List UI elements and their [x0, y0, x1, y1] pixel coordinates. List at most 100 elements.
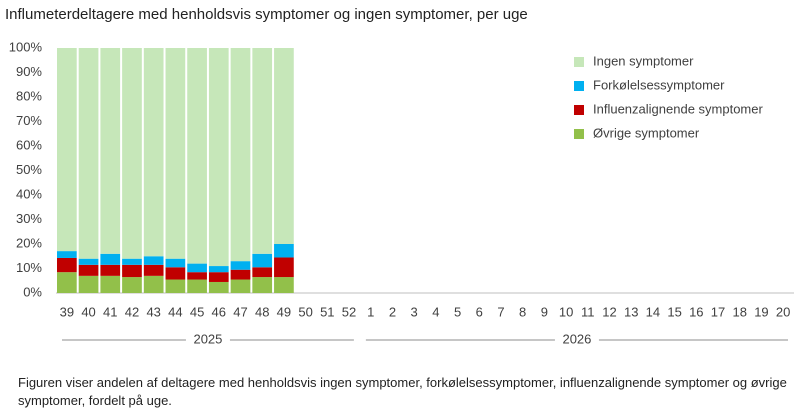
x-tick-label: 6 [476, 304, 483, 319]
bar-segment [208, 281, 229, 293]
x-tick-label: 4 [432, 304, 439, 319]
y-tick-label: 100% [9, 39, 43, 54]
x-tick-label: 5 [454, 304, 461, 319]
legend-swatch [574, 105, 584, 115]
y-tick-label: 50% [16, 162, 42, 177]
bar-segment [57, 272, 77, 293]
x-tick-label: 39 [60, 304, 74, 319]
x-tick-label: 8 [519, 304, 526, 319]
x-tick-label: 19 [754, 304, 768, 319]
y-tick-label: 0% [23, 284, 42, 299]
x-tick-label: 44 [168, 304, 182, 319]
x-tick-label: 45 [190, 304, 204, 319]
bar-segment [187, 263, 207, 273]
bar-segment [78, 275, 99, 293]
bar-segment [208, 272, 229, 282]
x-tick-label: 14 [646, 304, 660, 319]
y-tick-label: 90% [16, 64, 42, 79]
x-tick-label: 3 [411, 304, 418, 319]
bar-segment [57, 251, 77, 258]
x-tick-label: 51 [320, 304, 334, 319]
y-tick-label: 70% [16, 113, 42, 128]
y-tick-label: 60% [16, 137, 42, 152]
bar-segment [100, 48, 121, 254]
bar-segment [252, 253, 273, 268]
bar-segment [230, 279, 251, 293]
bar-segment [230, 261, 251, 270]
bar-segment [100, 253, 121, 265]
bar-segment [252, 267, 273, 278]
x-tick-label: 15 [667, 304, 681, 319]
bar-segment [143, 48, 164, 257]
x-tick-label: 49 [277, 304, 291, 319]
bar-segment [78, 258, 99, 265]
bar-segment [230, 48, 251, 262]
x-tick-label: 47 [233, 304, 247, 319]
bar-segment [187, 279, 207, 293]
bar-segment [165, 48, 186, 259]
bar-segment [230, 269, 251, 280]
bar-segment [252, 48, 273, 254]
bar-segment [165, 267, 186, 280]
group-label: 2026 [562, 331, 591, 346]
legend-swatch [574, 57, 584, 67]
y-tick-label: 30% [16, 211, 42, 226]
bar-segment [143, 264, 164, 276]
bar-segment [274, 277, 294, 293]
bar-segment [57, 48, 77, 252]
legend-label: Forkølelsessymptomer [593, 77, 725, 92]
bar-segment [208, 266, 229, 273]
bar-segment [122, 258, 142, 265]
x-tick-label: 2 [389, 304, 396, 319]
bar-segment [187, 272, 207, 280]
x-tick-label: 50 [298, 304, 312, 319]
y-tick-label: 40% [16, 186, 42, 201]
bar-segment [78, 264, 99, 276]
chart: Influmeterdeltagere med henholdsvis symp… [5, 6, 794, 346]
bar-segment [165, 258, 186, 268]
bar-segment [274, 244, 294, 258]
bar-segment [274, 257, 294, 278]
bar-segment [122, 277, 142, 293]
bar-segment [143, 256, 164, 265]
legend-label: Ingen symptomer [593, 53, 694, 68]
y-tick-label: 10% [16, 260, 42, 275]
x-tick-label: 52 [342, 304, 356, 319]
bar-segment [165, 279, 186, 293]
x-tick-label: 41 [103, 304, 117, 319]
x-tick-label: 11 [581, 304, 595, 319]
x-tick-label: 46 [212, 304, 226, 319]
bar-segment [187, 48, 207, 264]
x-tick-label: 20 [776, 304, 790, 319]
bar-segment [208, 48, 229, 267]
bar-segment [100, 275, 121, 293]
bar-segment [274, 48, 294, 244]
bar-segment [100, 264, 121, 276]
x-tick-label: 48 [255, 304, 269, 319]
x-tick-label: 10 [559, 304, 573, 319]
y-tick-label: 20% [16, 235, 42, 250]
y-tick-label: 80% [16, 88, 42, 103]
chart-title: Influmeterdeltagere med henholdsvis symp… [5, 6, 528, 23]
bar-segment [57, 257, 77, 273]
group-label: 2025 [193, 331, 222, 346]
legend-label: Influenzalignende symptomer [593, 101, 763, 116]
bar-segment [252, 277, 273, 293]
x-tick-label: 12 [602, 304, 616, 319]
legend-swatch [574, 81, 584, 91]
x-tick-label: 18 [733, 304, 747, 319]
x-tick-label: 1 [367, 304, 374, 319]
x-tick-label: 9 [541, 304, 548, 319]
caption: Figuren viser andelen af deltagere med h… [18, 375, 787, 408]
bar-segment [122, 264, 142, 278]
x-tick-label: 17 [711, 304, 725, 319]
x-tick-label: 43 [146, 304, 160, 319]
x-tick-label: 7 [497, 304, 504, 319]
x-tick-label: 40 [81, 304, 95, 319]
legend-swatch [574, 129, 584, 139]
x-tick-label: 42 [125, 304, 139, 319]
x-tick-label: 16 [689, 304, 703, 319]
bar-segment [122, 48, 142, 259]
x-tick-label: 13 [624, 304, 638, 319]
